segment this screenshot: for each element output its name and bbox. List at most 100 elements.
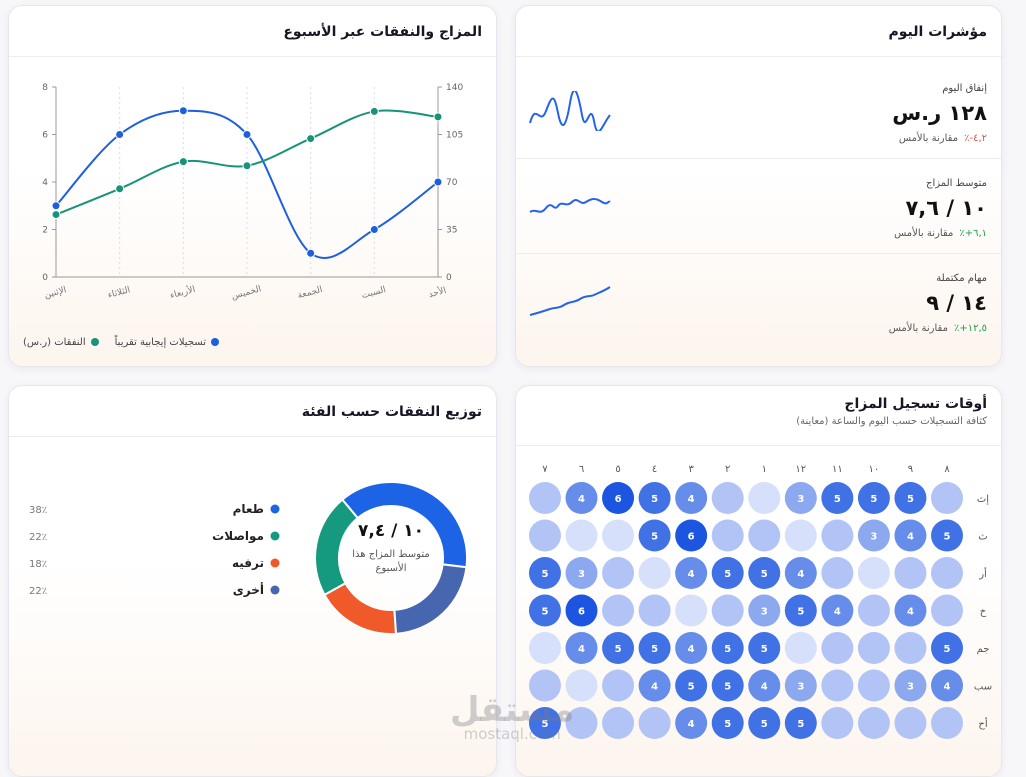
donut-chart: ١٠ / ٧,٤ طعام 38٪ مواصلات 22٪ ترفيه 18٪ أخرى 22… xyxy=(29,481,468,635)
cell-label: 3 xyxy=(907,682,914,693)
delta-value: ٦,١+٪ xyxy=(959,228,987,239)
cell-label: 5 xyxy=(651,494,658,505)
heat-cell xyxy=(894,669,927,702)
heat-cell xyxy=(784,632,817,664)
heat-cell xyxy=(675,519,708,552)
heat-cell xyxy=(675,594,708,627)
heat-cell xyxy=(784,519,817,552)
heat-cell xyxy=(711,669,744,702)
heat-cell xyxy=(638,632,671,664)
line-point xyxy=(178,106,188,116)
heat-cell xyxy=(857,557,890,589)
heat-cell xyxy=(602,482,635,514)
line-card: المزاج والنفقات عبر الأسبوع الإثنين الثلا… xyxy=(8,5,497,367)
x-tick-label: ١١ xyxy=(832,464,843,475)
kpi-label: إنفاق اليوم xyxy=(942,83,987,94)
kpi-value: ١٤ / ٩ xyxy=(926,291,987,315)
heat-cell xyxy=(675,482,708,514)
x-tick-label: ٥ xyxy=(615,464,620,475)
legend-label: مواصلات xyxy=(212,529,264,544)
legend-swatch xyxy=(270,585,280,595)
donut-slice xyxy=(314,498,360,597)
cell-label: 4 xyxy=(907,532,914,543)
sparkline xyxy=(529,91,611,131)
card-title: توزيع النفقات حسب الفئة xyxy=(301,404,482,420)
x-tick-label: السبت xyxy=(361,285,388,301)
heat-cell xyxy=(821,594,854,627)
heat-cell xyxy=(565,707,598,739)
heat-cell xyxy=(528,557,561,589)
y2-tick-label: 70 xyxy=(446,178,458,188)
donut-slice xyxy=(393,563,468,635)
heat-cell xyxy=(565,669,598,702)
card-title: أوقات تسجيل المزاج xyxy=(844,396,987,412)
heat-cell xyxy=(931,519,963,552)
heat-cell xyxy=(602,632,635,664)
heat-cell xyxy=(748,632,781,664)
y2-tick-label: 35 xyxy=(446,226,457,236)
center-value: ١٠ / ٧,٤ xyxy=(358,521,424,541)
y-tick-label: سب xyxy=(974,682,992,693)
heat-cell xyxy=(931,669,963,702)
cell-label: 5 xyxy=(651,644,658,655)
cell-label: 4 xyxy=(578,494,585,505)
heatmap-card: أوقات تسجيل المزاج كثافة التسجيلات حسب ا… xyxy=(515,385,1002,777)
x-tick-label: ١٢ xyxy=(795,464,806,475)
value-label: 38٪ xyxy=(29,505,47,516)
heat-cell xyxy=(821,482,854,514)
kpi-row: إنفاق اليوم ١٢٨ ر.س ٤,٢-٪ مقارنة بالأمس xyxy=(516,63,1001,159)
heat-cell xyxy=(748,707,781,739)
heat-cell xyxy=(638,519,671,552)
cell-label: 3 xyxy=(578,569,585,580)
heat-cell xyxy=(675,557,708,589)
cell-label: 5 xyxy=(541,569,548,580)
heat-cell xyxy=(675,669,708,702)
y-tick-label: 4 xyxy=(42,178,48,188)
x-tick-label: ٩ xyxy=(908,464,913,475)
watermark-url: mostaql.com xyxy=(463,725,561,743)
legend-swatch xyxy=(270,531,280,541)
y-tick-label: 0 xyxy=(42,273,48,283)
delta-value: ١٢,٥+٪ xyxy=(953,323,987,334)
heat-cell xyxy=(931,557,963,589)
legend-label: تسجيلات إيجابية تقريباً xyxy=(114,337,206,348)
heat-cell xyxy=(784,707,817,739)
value-label: 22٪ xyxy=(29,586,47,597)
y2-tick-label: 140 xyxy=(446,83,463,93)
cell-label: 4 xyxy=(761,682,768,693)
heat-cell xyxy=(711,482,744,514)
heat-cell xyxy=(784,594,817,627)
heat-cell xyxy=(528,669,561,702)
x-tick-label: الإثنين xyxy=(43,285,67,300)
sparkline-path xyxy=(529,91,611,131)
line-point xyxy=(433,112,443,122)
card-title: المزاج والنفقات عبر الأسبوع xyxy=(283,24,482,40)
heat-cell xyxy=(565,482,598,514)
heat-cell xyxy=(748,557,781,589)
y-tick-label: جم xyxy=(977,644,990,655)
heat-cell xyxy=(821,557,854,589)
heat-cell xyxy=(675,632,708,664)
legend-label: طعام xyxy=(233,502,264,517)
heat-cell xyxy=(894,519,927,552)
cell-label: 4 xyxy=(651,682,658,693)
donut-card: توزيع النفقات حسب الفئة ١٠ / ٧,٤ طعام 38٪… xyxy=(8,385,497,777)
line-point xyxy=(306,134,316,144)
cell-label: 4 xyxy=(688,569,695,580)
heat-cell xyxy=(528,707,561,739)
x-tick-label: ١٠ xyxy=(869,464,880,475)
cell-label: 6 xyxy=(578,607,585,618)
heat-cell xyxy=(565,519,598,552)
heat-cell xyxy=(784,482,817,514)
x-tick-label: الأحد xyxy=(427,284,447,300)
line-point xyxy=(115,130,125,139)
sparkline-path xyxy=(529,198,611,213)
heat-cell xyxy=(821,632,854,664)
heat-cell xyxy=(784,557,817,589)
heat-cell xyxy=(675,707,708,739)
heat-cell xyxy=(638,557,671,589)
heat-cell xyxy=(931,482,963,514)
legend-label: النفقات (ر.س) xyxy=(23,337,86,348)
heat-cell xyxy=(602,707,635,739)
